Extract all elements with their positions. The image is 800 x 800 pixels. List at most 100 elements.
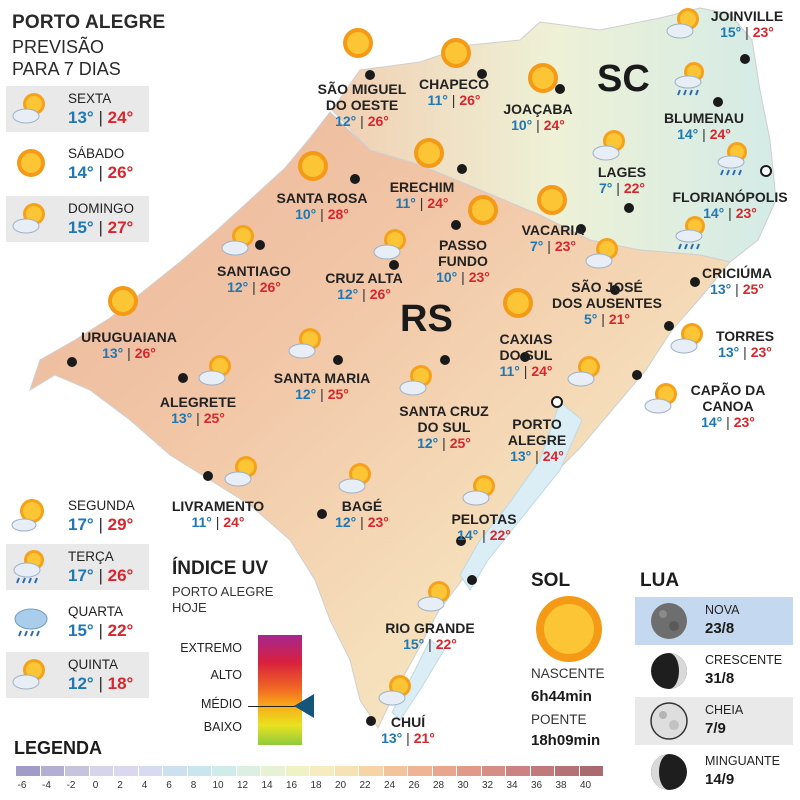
legend-swatch [89, 766, 114, 776]
waxing-moon-icon [651, 653, 687, 689]
city-santiago: SANTIAGO 12° | 26° [212, 263, 296, 296]
city-santa-cruz-do-sul: SANTA CRUZ DO SUL 12° | 25° [392, 403, 496, 452]
city-name: FLORIANÓPOLIS [672, 189, 788, 205]
moon-phase-crescente: CRESCENTE 31/8 [635, 647, 793, 695]
city-chapeco: CHAPECÓ 11° | 26° [414, 76, 494, 109]
city-dot [610, 285, 620, 295]
city-vacaria: VACARIA 7° | 23° [513, 222, 593, 255]
moon-title: LUA [640, 570, 680, 591]
day-temps: 17° | 29° [68, 515, 134, 534]
day-temps: 17° | 26° [68, 566, 134, 585]
sun-icon [414, 138, 444, 168]
temp-min: 17° [68, 566, 94, 585]
partly-cloudy-icon [670, 323, 703, 354]
city-dot [576, 224, 586, 234]
temp-max: 26° [107, 163, 134, 182]
legend-swatch [334, 766, 359, 776]
city-name: RIO GRANDE [385, 620, 475, 636]
city-name: SÃO MIGUEL [317, 81, 407, 97]
region-label-sc: SC [597, 58, 650, 100]
city-alegrete: ALEGRETE 13° | 25° [156, 394, 240, 427]
partly-cloudy-icon [567, 356, 600, 387]
legend-tick: 0 [92, 780, 99, 791]
city-torres: TORRES 13° | 23° [711, 328, 779, 361]
legend-tick: 24 [383, 780, 396, 791]
city-name: SANTA ROSA [276, 190, 368, 206]
partly-cloudy-icon [666, 8, 699, 39]
temp-min: 15° [68, 218, 94, 237]
rain-cloud-icon [14, 608, 48, 637]
day-temps: 14° | 26° [68, 163, 134, 182]
city-dot [451, 220, 461, 230]
uv-level-line [248, 706, 306, 707]
uv-scale-bar [258, 635, 302, 745]
partly-cloudy-icon [221, 225, 254, 256]
sun-rain-icon [674, 62, 704, 96]
city-dot [467, 575, 477, 585]
city-name: PELOTAS [451, 511, 517, 527]
city-name: BAGÉ [341, 498, 383, 514]
city-sao-miguel-do-oeste: SÃO MIGUEL DO OESTE 12° | 26° [317, 81, 407, 129]
day-name: TERÇA [68, 549, 114, 564]
temp-min: 17° [68, 515, 94, 534]
partly-cloudy-icon [198, 355, 231, 386]
legend-tick: 40 [579, 780, 592, 791]
legend-tick: 26 [408, 780, 420, 791]
legend-swatch [530, 766, 555, 776]
legend-swatch [65, 766, 90, 776]
legend-tick: -6 [17, 780, 27, 791]
city-uruguaiana: URUGUAIANA 13° | 26° [74, 329, 184, 362]
moon-phase-name: NOVA [705, 603, 740, 617]
legend-swatch [212, 766, 237, 776]
moon-phase-date: 7/9 [705, 720, 726, 737]
sunrise-label: NASCENTE [531, 666, 605, 681]
sun-rain-icon [13, 550, 44, 584]
moon-phase-nova: NOVA 23/8 [635, 597, 793, 645]
sunrise-time: 6h44min [531, 688, 592, 705]
city-sao-jose-dos-ausentes: SÃO JOSÉ DOS AUSENTES 5° | 21° [548, 279, 666, 328]
moon-phase-date: 23/8 [705, 620, 735, 637]
city-santa-rosa: SANTA ROSA 10° | 28° [272, 190, 372, 223]
sun-rain-icon [717, 142, 747, 176]
sun-cloud-icon [11, 499, 44, 532]
city-livramento: LIVRAMENTO 11° | 24° [162, 498, 274, 531]
temp-max: 29° [107, 515, 134, 534]
legend-tick: 14 [261, 780, 273, 791]
legend-swatch [506, 766, 531, 776]
legend-swatch [432, 766, 457, 776]
temp-min: 13° [68, 108, 94, 127]
city-joinville: JOINVILLE 15° | 23° [702, 8, 792, 41]
city-dot [624, 203, 634, 213]
sun-icon [108, 286, 138, 316]
city-dot [178, 373, 188, 383]
city-criciuma: CRICIÚMA 13° | 25° [698, 265, 776, 298]
partly-cloudy-icon [373, 229, 406, 260]
temp-max: 18° [107, 674, 134, 693]
city-name: CRICIÚMA [702, 265, 772, 281]
partly-cloudy-icon [399, 365, 432, 396]
city-name: SANTA CRUZ [399, 403, 489, 419]
legend-swatch [16, 766, 41, 776]
moon-phase-name: CHEIA [705, 703, 744, 717]
forecast-day-terca: TERÇA 17° | 26° [6, 544, 149, 590]
city-dot [255, 240, 265, 250]
city-name: PORTO [512, 416, 562, 432]
legend-swatch [408, 766, 433, 776]
city-name: CANOA [702, 398, 754, 414]
city-name: BLUMENAU [663, 110, 745, 126]
city-dot [555, 84, 565, 94]
city-name: SANTIAGO [217, 263, 291, 279]
legend-tick: 36 [530, 780, 543, 791]
city-dot [520, 352, 530, 362]
city-lages: LAGES 7° | 22° [592, 164, 652, 197]
moon-phase-date: 14/9 [705, 771, 735, 788]
city-dot [389, 260, 399, 270]
city-name: CHAPECÓ [418, 76, 489, 92]
city-dot [365, 70, 375, 80]
city-dot [632, 370, 642, 380]
temperature-scale-ticks: -6 -4 -2 0 2 4 6 8 10 12 14 16 18 20 22 24 26 28 30 32 34 36 3… [16, 780, 616, 794]
new-moon-icon [651, 603, 687, 639]
uv-index-title: ÍNDICE UV [172, 558, 269, 579]
legend-tick: -2 [66, 780, 76, 791]
